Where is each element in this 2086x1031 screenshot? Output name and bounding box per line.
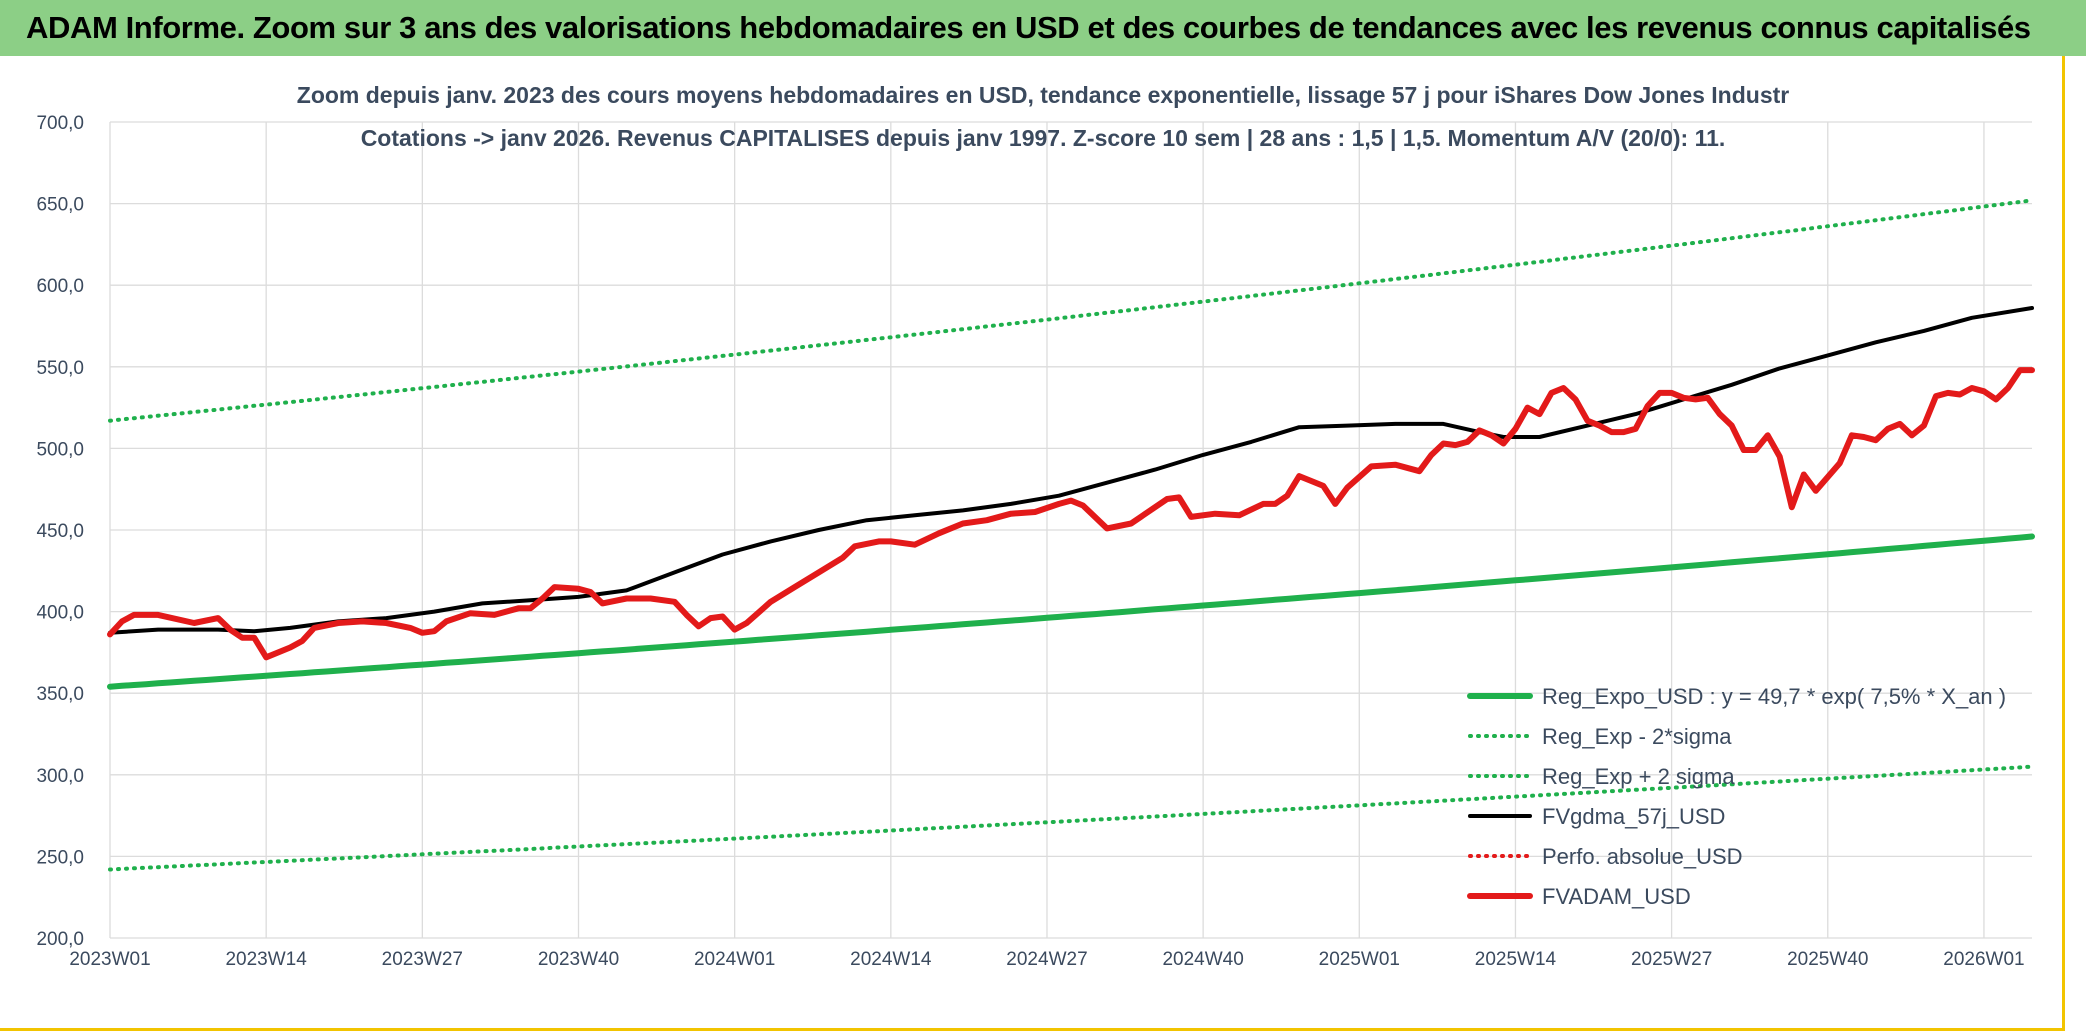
- legend-label-5: FVADAM_USD: [1542, 884, 1691, 909]
- legend-label-1: Reg_Exp - 2*sigma: [1542, 724, 1732, 749]
- y-tick-label: 300,0: [36, 766, 84, 787]
- series-line-0: [107, 533, 2035, 690]
- x-tick-label: 2024W14: [850, 949, 932, 970]
- y-tick-label: 250,0: [36, 847, 84, 868]
- x-tick-label: 2023W01: [69, 949, 150, 970]
- x-tick-label: 2026W01: [1943, 949, 2024, 970]
- series-line-5: [107, 367, 2035, 661]
- y-tick-label: 350,0: [36, 684, 84, 705]
- x-tick-label: 2025W40: [1787, 949, 1868, 970]
- y-tick-label: 700,0: [36, 113, 84, 134]
- x-tick-label: 2024W40: [1162, 949, 1243, 970]
- y-tick-label: 400,0: [36, 603, 84, 624]
- x-tick-label: 2023W27: [382, 949, 463, 970]
- y-tick-label: 500,0: [36, 439, 84, 460]
- title-banner: ADAM Informe. Zoom sur 3 ans des valoris…: [0, 0, 2086, 56]
- chart-title-line1: Zoom depuis janv. 2023 des cours moyens …: [297, 82, 1790, 108]
- y-tick-label: 550,0: [36, 358, 84, 379]
- x-tick-label: 2025W01: [1319, 949, 1400, 970]
- x-tick-label: 2024W01: [694, 949, 775, 970]
- line-chart: 200,0 250,0 300,0 350,0 400,0 450,0 500,0 550,0…: [36, 82, 2035, 970]
- report-title: ADAM Informe. Zoom sur 3 ans des valoris…: [26, 10, 2031, 45]
- series-lines: [107, 198, 2035, 872]
- chart-frame: 200,0 250,0 300,0 350,0 400,0 450,0 500,0 550,0…: [0, 56, 2065, 1031]
- x-tick-label: 2024W27: [1006, 949, 1087, 970]
- x-tick-label: 2025W27: [1631, 949, 1712, 970]
- y-tick-label: 200,0: [36, 929, 84, 950]
- x-tick-label: 2025W14: [1475, 949, 1557, 970]
- axis-ticks: 200,0 250,0 300,0 350,0 400,0 450,0 500,0 550,0…: [36, 113, 2024, 970]
- series-line-2: [108, 198, 2034, 423]
- legend-label-0: Reg_Expo_USD : y = 49,7 * exp( 7,5% * X_…: [1542, 684, 2006, 709]
- x-tick-label: 2023W14: [225, 949, 307, 970]
- y-tick-label: 650,0: [36, 195, 84, 216]
- series-line-1: [108, 764, 2034, 872]
- legend-label-2: Reg_Exp + 2 sigma: [1542, 764, 1735, 789]
- y-tick-label: 450,0: [36, 521, 84, 542]
- series-line-3: [108, 306, 2034, 635]
- grid: [109, 121, 2032, 939]
- legend-label-4: Perfo. absolue_USD: [1542, 844, 1743, 869]
- x-tick-label: 2023W40: [538, 949, 619, 970]
- y-tick-label: 600,0: [36, 276, 84, 297]
- legend: Reg_Expo_USD : y = 49,7 * exp( 7,5% * X_…: [1467, 684, 2006, 909]
- legend-label-3: FVgdma_57j_USD: [1542, 804, 1725, 829]
- chart-title-line2: Cotations -> janv 2026. Revenus CAPITALI…: [361, 125, 1726, 151]
